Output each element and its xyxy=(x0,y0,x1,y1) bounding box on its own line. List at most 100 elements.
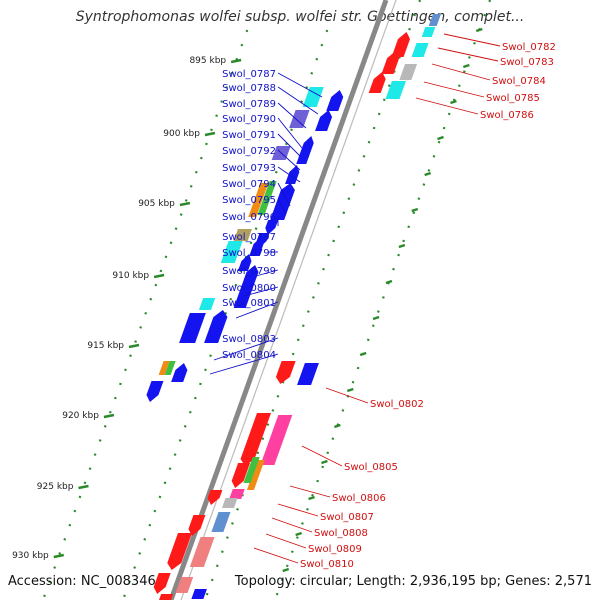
gene-block xyxy=(198,298,216,310)
minor-tick xyxy=(424,171,432,177)
gene-block xyxy=(164,361,176,375)
leader-line xyxy=(243,286,279,297)
gene-arrow xyxy=(231,463,251,488)
gene-label-right: Swol_0785 xyxy=(486,93,540,104)
gene-arrow xyxy=(265,220,279,235)
scale-label: 930 kbp xyxy=(12,551,49,561)
leader-line xyxy=(277,133,301,157)
gene-arrow xyxy=(275,361,296,384)
gene-label-left: Swol_0803 xyxy=(222,334,276,345)
minor-tick xyxy=(308,495,315,501)
leader-line xyxy=(277,149,301,171)
gene-label-left: Swol_0801 xyxy=(222,298,276,309)
gene-arrow xyxy=(391,32,411,57)
gene-arrow xyxy=(146,381,164,402)
backbone-line xyxy=(168,0,389,600)
dotted-scale-lines xyxy=(41,0,492,600)
map-title: Syntrophomonas wolfei subsp. wolfei str.… xyxy=(75,9,525,25)
gene-arrow xyxy=(207,490,223,505)
scale-tick xyxy=(103,413,115,419)
gene-block xyxy=(221,498,238,508)
gene-label-left: Swol_0791 xyxy=(222,130,276,141)
scale-label: 920 kbp xyxy=(62,411,99,421)
gene-block xyxy=(248,183,269,217)
gene-block xyxy=(229,489,245,499)
leader-line xyxy=(277,198,287,215)
leader-line xyxy=(277,182,291,207)
gene-block xyxy=(243,457,260,483)
gene-arrow xyxy=(153,573,171,594)
gene-label-left: Swol_0793 xyxy=(222,163,276,174)
gene-label-left: Swol_0788 xyxy=(222,83,276,94)
minor-tick xyxy=(411,207,419,213)
scale-tick xyxy=(78,484,89,490)
gene-block xyxy=(289,110,310,128)
scale-labels: 895 kbp 900 kbp 905 kbp 910 kbp 915 kbp 920 k… xyxy=(12,27,483,573)
gene-block xyxy=(246,460,265,490)
gene-label-left: Swol_0790 xyxy=(222,114,276,125)
gene-block xyxy=(158,361,170,375)
minor-tick xyxy=(462,63,470,69)
gene-label-left: Swol_0789 xyxy=(222,99,276,110)
gene-features xyxy=(146,14,441,600)
gene-arrow xyxy=(315,110,333,131)
gene-label-left: Swol_0797 xyxy=(222,232,276,243)
leader-line xyxy=(235,301,279,319)
gene-block xyxy=(179,313,206,343)
gene-arrow xyxy=(298,136,314,157)
scale-label: 925 kbp xyxy=(37,482,74,492)
leader-line xyxy=(415,97,479,115)
gene-label-right: Swol_0807 xyxy=(320,512,374,523)
gene-arrow xyxy=(270,183,295,220)
gene-label-left: Swol_0800 xyxy=(222,283,276,294)
scale-label: 900 kbp xyxy=(163,129,200,139)
leader-line xyxy=(209,353,279,375)
gene-arrow xyxy=(326,90,344,111)
gene-arrow xyxy=(233,265,259,308)
gene-block xyxy=(428,14,441,26)
leader-line xyxy=(437,47,499,62)
gene-label-left: Swol_0799 xyxy=(222,266,276,277)
gene-arrow xyxy=(368,72,386,93)
minor-tick xyxy=(295,531,303,537)
gene-block xyxy=(257,181,277,215)
gene-block xyxy=(220,241,243,263)
topology-text: Topology: circular; Length: 2,936,195 bp… xyxy=(234,574,592,589)
gene-arrow xyxy=(237,254,252,271)
gene-label-left: Swol_0794 xyxy=(222,179,276,190)
leader-line xyxy=(265,533,307,549)
left-gene-labels: Swol_0787 Swol_0788 Swol_0789 Swol_0790 Swol… xyxy=(209,69,323,375)
scale-tick xyxy=(53,553,65,559)
gene-arrow xyxy=(167,533,193,570)
leader-line xyxy=(325,387,369,404)
gene-label-left: Swol_0787 xyxy=(222,69,276,80)
scale-label: 915 kbp xyxy=(87,341,124,351)
gene-label-right: Swol_0810 xyxy=(300,559,354,570)
gene-block xyxy=(260,415,293,465)
right-gene-labels: Swol_0782 Swol_0783 Swol_0784 Swol_0785 Swol… xyxy=(253,33,556,570)
leader-line xyxy=(277,117,303,149)
gene-block xyxy=(399,64,418,80)
gene-block xyxy=(421,27,436,37)
leader-line xyxy=(277,503,319,517)
gene-block xyxy=(411,43,429,57)
minor-tick xyxy=(437,135,444,141)
minor-tick xyxy=(372,315,380,321)
gene-label-right: Swol_0806 xyxy=(332,493,386,504)
gene-block xyxy=(297,363,319,385)
leader-line xyxy=(277,166,301,183)
minor-tick xyxy=(359,351,367,357)
leader-line xyxy=(277,102,307,129)
scale-tick xyxy=(230,58,242,64)
gene-label-right: Swol_0786 xyxy=(480,110,534,121)
minor-tick xyxy=(321,459,328,465)
gene-block xyxy=(233,229,252,241)
gene-label-left: Swol_0798 xyxy=(222,248,276,259)
scale-label: 895 kbp xyxy=(189,56,226,66)
minor-tick xyxy=(385,279,393,285)
leader-line xyxy=(277,72,323,98)
accession-text: Accession: NC_008346 xyxy=(8,574,156,589)
gene-arrow xyxy=(296,149,310,164)
scale-label: 905 kbp xyxy=(138,199,175,209)
